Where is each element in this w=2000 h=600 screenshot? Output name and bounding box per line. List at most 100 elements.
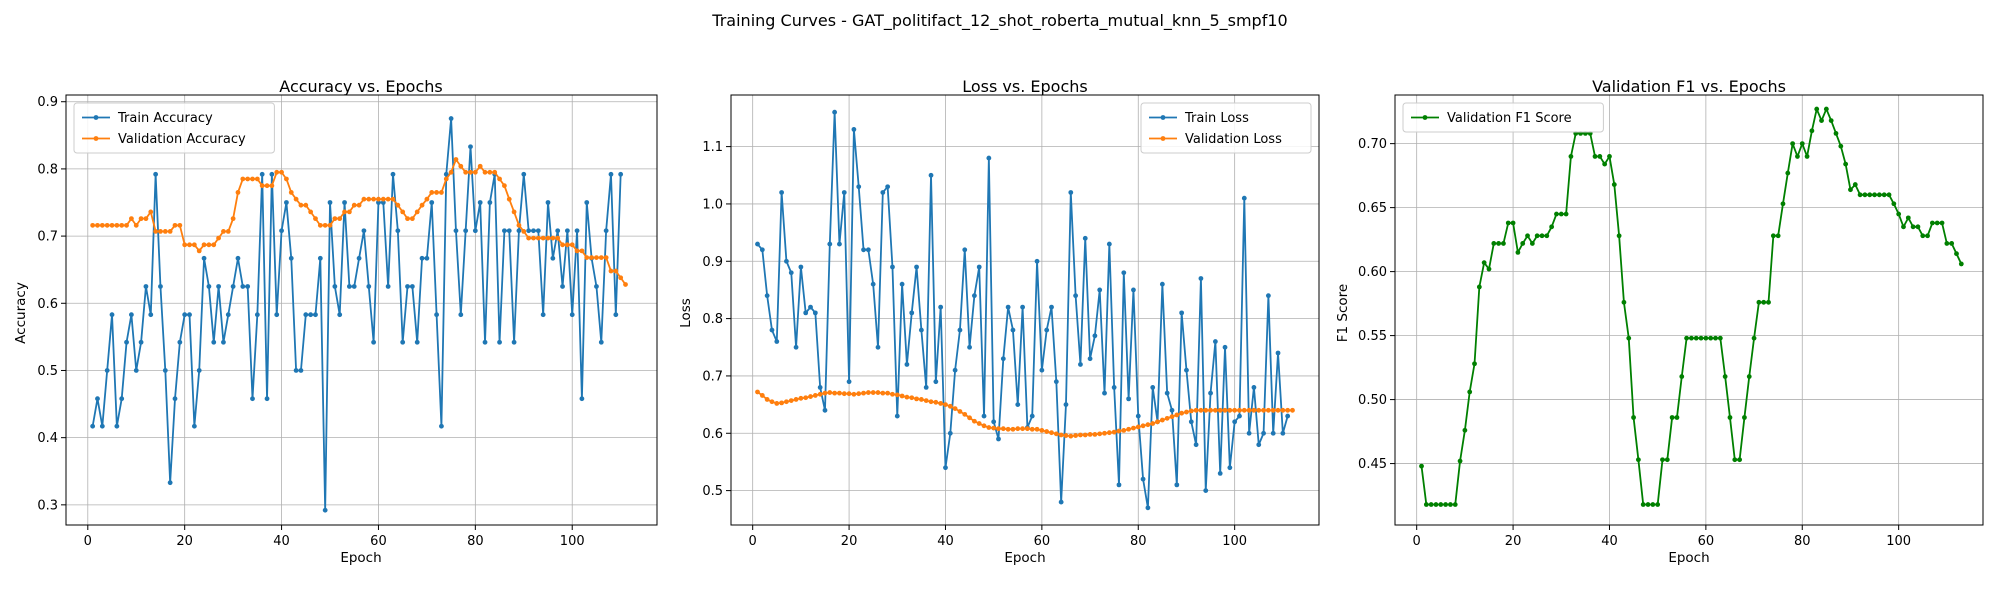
loss-x-tick-label: 0 xyxy=(749,534,757,549)
loss-data-point xyxy=(885,390,891,396)
loss-data-point xyxy=(1241,407,1247,413)
accuracy-data-point xyxy=(284,176,289,182)
f1-data-point xyxy=(1708,335,1714,341)
loss-data-point xyxy=(933,399,939,405)
loss-legend-marker xyxy=(1160,136,1166,141)
loss-data-point xyxy=(865,390,871,395)
accuracy-data-point xyxy=(366,196,372,202)
accuracy-data-point xyxy=(221,339,226,345)
loss-data-point xyxy=(1092,333,1098,339)
loss-data-point xyxy=(875,390,881,395)
accuracy-data-point xyxy=(385,284,391,289)
loss-data-point xyxy=(1241,195,1247,201)
loss-data-point xyxy=(875,344,881,350)
loss-data-point xyxy=(817,385,823,390)
accuracy-data-point xyxy=(482,339,488,345)
f1-data-point xyxy=(1635,457,1641,463)
loss-data-point xyxy=(755,241,760,247)
accuracy-data-point xyxy=(477,200,483,205)
loss-data-point xyxy=(1005,426,1011,432)
f1-series-group xyxy=(1419,106,1964,507)
loss-data-point xyxy=(774,401,780,406)
accuracy-data-point xyxy=(618,275,624,281)
f1-data-point xyxy=(1838,143,1844,149)
accuracy-data-point xyxy=(90,423,96,429)
accuracy-data-point xyxy=(196,248,202,254)
accuracy-data-point xyxy=(235,255,241,261)
accuracy-data-point xyxy=(337,312,343,318)
loss-y-axis-label: Loss xyxy=(678,298,694,328)
accuracy-data-point xyxy=(206,284,212,289)
accuracy-data-point xyxy=(623,282,628,287)
accuracy-data-point xyxy=(439,190,444,195)
loss-data-point xyxy=(1246,430,1252,436)
accuracy-data-point xyxy=(313,312,318,318)
f1-data-point xyxy=(1611,182,1617,187)
accuracy-legend: Train Accuracy Validation Accuracy xyxy=(73,102,275,154)
accuracy-data-point xyxy=(598,339,604,345)
loss-data-point xyxy=(1044,429,1050,434)
accuracy-data-point xyxy=(458,163,464,169)
loss-data-point xyxy=(779,400,785,406)
loss-data-point xyxy=(1082,235,1088,241)
f1-data-point xyxy=(1958,261,1964,267)
f1-data-point xyxy=(1828,118,1834,123)
loss-data-point xyxy=(1208,407,1213,413)
f1-data-point xyxy=(1539,233,1545,239)
loss-data-point xyxy=(1044,327,1050,333)
loss-data-point xyxy=(1174,412,1180,418)
f1-data-point xyxy=(1949,241,1955,246)
accuracy-data-point xyxy=(187,242,192,248)
f1-data-point xyxy=(1876,192,1882,198)
loss-data-point xyxy=(1159,417,1165,423)
f1-data-point xyxy=(1804,154,1810,159)
loss-data-point xyxy=(1256,442,1262,448)
loss-data-point xyxy=(1155,419,1160,425)
loss-data-point xyxy=(1020,426,1025,432)
accuracy-data-point xyxy=(497,176,502,182)
accuracy-data-point xyxy=(400,339,406,345)
loss-data-point xyxy=(1164,415,1170,421)
loss-data-point xyxy=(976,264,982,270)
accuracy-data-point xyxy=(191,242,197,248)
accuracy-data-point xyxy=(346,209,352,215)
loss-data-point xyxy=(793,344,799,350)
loss-data-point xyxy=(1222,407,1228,413)
loss-data-point xyxy=(933,379,939,385)
loss-data-point xyxy=(788,398,794,403)
loss-data-point xyxy=(1121,270,1127,276)
loss-data-point xyxy=(808,394,813,399)
loss-data-point xyxy=(1078,362,1083,367)
f1-data-point xyxy=(1857,192,1863,198)
accuracy-data-point xyxy=(274,169,280,175)
loss-data-point xyxy=(1179,410,1185,416)
loss-data-point xyxy=(870,390,876,395)
loss-data-point xyxy=(1097,287,1103,293)
loss-data-point xyxy=(846,379,852,385)
accuracy-data-point xyxy=(264,183,270,189)
f1-data-point xyxy=(1823,106,1829,112)
accuracy-data-point xyxy=(409,216,415,222)
accuracy-data-point xyxy=(376,196,381,202)
loss-data-point xyxy=(827,241,833,247)
loss-data-point xyxy=(846,391,852,397)
loss-data-point xyxy=(832,390,838,396)
accuracy-data-point xyxy=(269,183,275,189)
accuracy-data-point xyxy=(288,190,294,195)
loss-data-point xyxy=(1097,431,1103,437)
accuracy-data-point xyxy=(574,248,580,254)
f1-data-point xyxy=(1529,241,1535,246)
accuracy-data-point xyxy=(371,339,377,345)
accuracy-data-point xyxy=(308,209,314,215)
accuracy-data-point xyxy=(162,368,168,373)
accuracy-data-point xyxy=(225,312,231,318)
f1-data-point xyxy=(1751,335,1757,341)
f1-data-point xyxy=(1467,389,1473,395)
loss-y-tick-label: 1.1 xyxy=(702,140,723,155)
loss-data-point xyxy=(764,397,770,402)
accuracy-data-point xyxy=(579,248,585,254)
accuracy-data-point xyxy=(114,423,120,429)
accuracy-data-point xyxy=(482,169,488,175)
accuracy-data-point xyxy=(405,284,410,289)
f1-legend: Validation F1 Score xyxy=(1402,102,1604,133)
